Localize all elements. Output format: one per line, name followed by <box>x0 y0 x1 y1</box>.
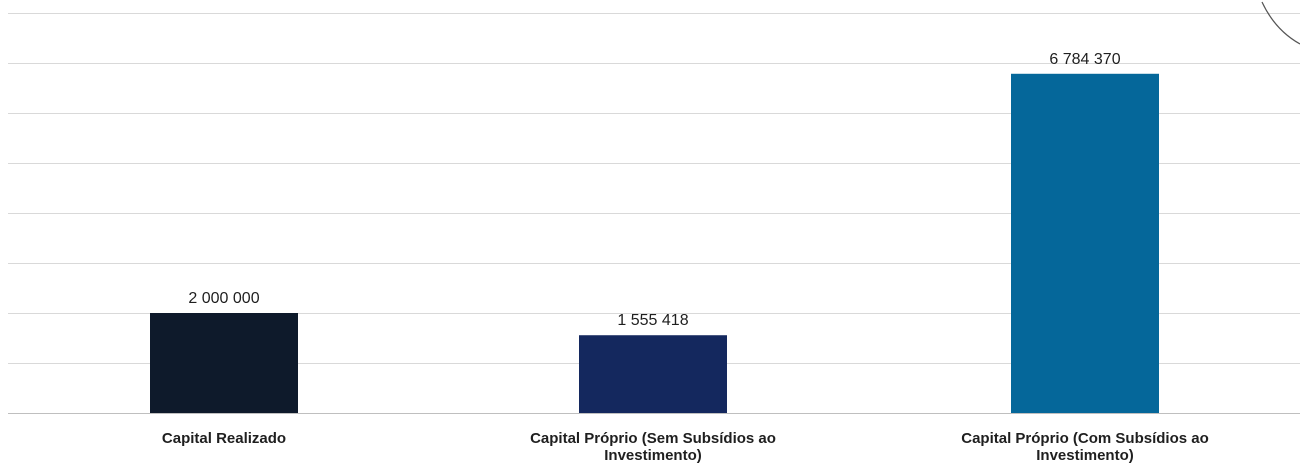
data-label-1: 2 000 000 <box>188 290 259 307</box>
category-label-line: Capital Próprio (Sem Subsídios ao <box>530 430 776 447</box>
bar-3 <box>1011 73 1159 414</box>
data-label-2: 1 555 418 <box>617 312 688 329</box>
corner-arc-decoration <box>1261 1 1300 45</box>
category-label-3: Capital Próprio (Com Subsídios ao Investi… <box>961 430 1209 464</box>
category-label-line: Capital Realizado <box>162 430 286 447</box>
x-axis: Capital Realizado Capital Próprio (Sem Su… <box>8 413 1300 464</box>
category-label-line: Capital Próprio (Com Subsídios ao <box>961 430 1209 447</box>
category-label-line: Investimento) <box>1036 447 1134 464</box>
data-label-3: 6 784 370 <box>1049 51 1120 68</box>
category-label-2: Capital Próprio (Sem Subsídios ao Investi… <box>530 430 776 464</box>
category-label-line: Investimento) <box>604 447 702 464</box>
bar-2 <box>579 335 727 413</box>
value-labels: 2 000 000 1 555 418 6 784 370 <box>188 51 1120 329</box>
bar-1 <box>150 313 298 413</box>
category-label-1: Capital Realizado <box>162 430 286 447</box>
bars <box>150 73 1159 414</box>
